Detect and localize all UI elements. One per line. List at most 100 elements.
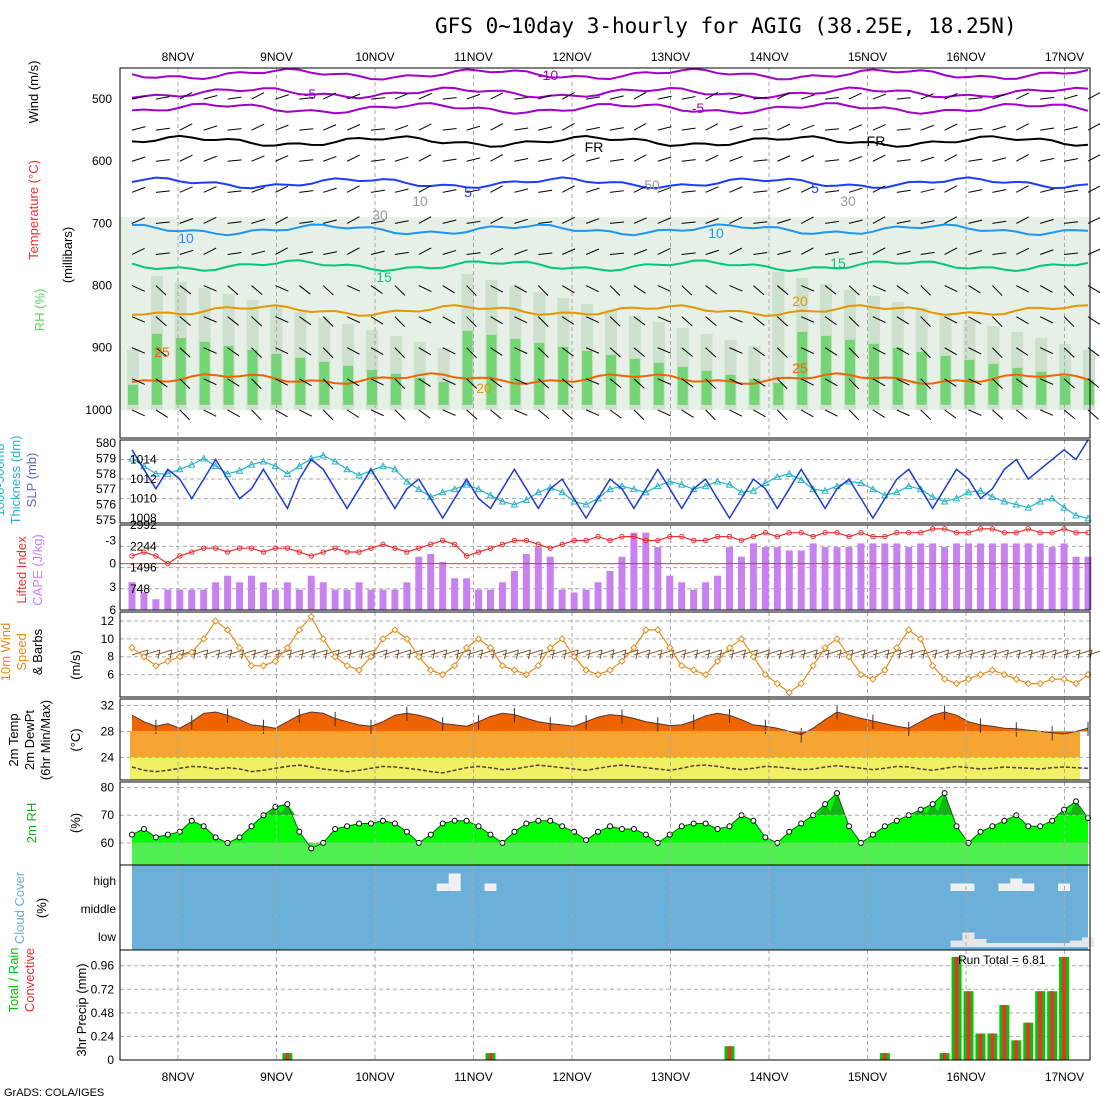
wind-barb bbox=[323, 187, 337, 193]
y-tick-left: 0 bbox=[109, 557, 116, 571]
wind-barb bbox=[848, 316, 860, 327]
wind10-barb bbox=[681, 649, 698, 656]
cape-bar bbox=[773, 547, 781, 610]
x-tick-bottom: 11NOV bbox=[454, 1070, 492, 1084]
wind-barb bbox=[1016, 154, 1029, 162]
wind-barb bbox=[418, 409, 431, 419]
y-axis-label: 2m RH bbox=[24, 803, 39, 843]
wind-barb bbox=[1016, 92, 1030, 100]
slp-line bbox=[131, 439, 1089, 520]
wind-barb bbox=[1063, 409, 1076, 420]
rh2m-point bbox=[929, 801, 936, 808]
precip-conv-bar bbox=[942, 1053, 947, 1060]
thickness-point bbox=[152, 469, 160, 477]
wind10-barb bbox=[155, 649, 173, 656]
wind10-point bbox=[893, 644, 901, 652]
cape-bar bbox=[869, 543, 877, 610]
wind-barb bbox=[227, 96, 242, 100]
wind-barb bbox=[657, 316, 671, 323]
wind-barb bbox=[944, 247, 958, 255]
wind-barb bbox=[992, 93, 1006, 100]
rh2m-point bbox=[869, 831, 876, 838]
thickness-point bbox=[821, 486, 829, 494]
wind-barb bbox=[609, 252, 624, 255]
wind-barb bbox=[896, 250, 911, 255]
rh2m-point bbox=[583, 837, 590, 844]
wind-barb bbox=[418, 285, 432, 293]
wind-barb bbox=[1064, 189, 1079, 193]
thickness-point bbox=[510, 500, 519, 508]
rh-shade-high bbox=[677, 366, 688, 405]
wind10-point bbox=[869, 675, 877, 683]
cape-bar bbox=[475, 589, 483, 610]
x-tick-top: 11NOV bbox=[454, 50, 492, 64]
wind-barb bbox=[920, 409, 932, 420]
lifted-index-point bbox=[595, 533, 601, 540]
wind10-barb bbox=[908, 649, 925, 656]
thickness-point bbox=[630, 485, 638, 493]
wind-barb bbox=[537, 285, 549, 296]
wind10-barb bbox=[370, 649, 388, 656]
wind-barb bbox=[394, 409, 406, 420]
wind10-barb bbox=[944, 649, 961, 656]
wind-barb bbox=[896, 316, 909, 325]
cloud-low-bar bbox=[950, 940, 963, 947]
rh2m-point bbox=[475, 823, 482, 830]
wind10-barb bbox=[777, 649, 794, 656]
wind-barb bbox=[633, 316, 646, 326]
cape-bar bbox=[833, 547, 841, 610]
wind-barb bbox=[585, 409, 600, 416]
lifted-index-point bbox=[822, 530, 828, 536]
contour-label: FR bbox=[585, 139, 604, 155]
lifted-index-point bbox=[810, 533, 816, 540]
ylabel-wind10: 10m Wind Speed & Barbs bbox=[0, 623, 45, 682]
y-tick: 800 bbox=[92, 279, 112, 293]
lifted-index-point bbox=[906, 530, 912, 536]
thickness-point bbox=[797, 475, 806, 483]
cape-bar bbox=[749, 543, 757, 610]
wind-barb bbox=[633, 185, 647, 193]
lifted-index-point bbox=[189, 549, 195, 555]
wind10-barb bbox=[1016, 649, 1033, 656]
thickness-point bbox=[462, 480, 471, 488]
wind10-point bbox=[331, 653, 339, 661]
cape-bar bbox=[654, 547, 662, 610]
wind-barb bbox=[824, 347, 838, 356]
lifted-index-point bbox=[440, 537, 446, 544]
rh-shade-high bbox=[175, 337, 186, 405]
wind10-point bbox=[952, 679, 961, 688]
wind-barb bbox=[1040, 409, 1054, 416]
wind-barb bbox=[968, 285, 981, 294]
wind-barb bbox=[801, 94, 815, 100]
lifted-index-point bbox=[977, 526, 984, 532]
wind-barb bbox=[1016, 378, 1028, 388]
wind10-barb bbox=[585, 649, 603, 656]
wind-barb bbox=[776, 316, 788, 327]
wind-barb bbox=[561, 123, 575, 131]
ylabel-rh2m-unit: (%) bbox=[68, 813, 83, 833]
rh-shade-high bbox=[1036, 371, 1047, 405]
lifted-index-point bbox=[332, 545, 338, 551]
wind10-point bbox=[427, 666, 435, 674]
thickness-point bbox=[164, 469, 172, 477]
thickness-point bbox=[594, 494, 602, 502]
wind-barb bbox=[1063, 126, 1078, 131]
wind-barb bbox=[753, 378, 766, 387]
cape-bar bbox=[236, 582, 244, 610]
wind10-point bbox=[211, 617, 220, 625]
lifted-index-point bbox=[1025, 526, 1031, 532]
wind-barb bbox=[561, 216, 576, 224]
rh2m-point bbox=[356, 820, 363, 827]
wind10-barb bbox=[454, 649, 471, 656]
wind10-point bbox=[259, 661, 268, 670]
wind-barb bbox=[992, 189, 1007, 193]
wind10-point bbox=[438, 670, 447, 679]
lifted-index-point bbox=[368, 545, 374, 551]
wind-barb bbox=[155, 347, 168, 357]
wind-barb bbox=[705, 186, 719, 193]
rh2m-point bbox=[630, 826, 637, 833]
wind-barb bbox=[776, 409, 788, 421]
wind-barb bbox=[753, 285, 765, 296]
rh-shade-high bbox=[892, 347, 903, 405]
lifted-index-point bbox=[487, 545, 494, 551]
